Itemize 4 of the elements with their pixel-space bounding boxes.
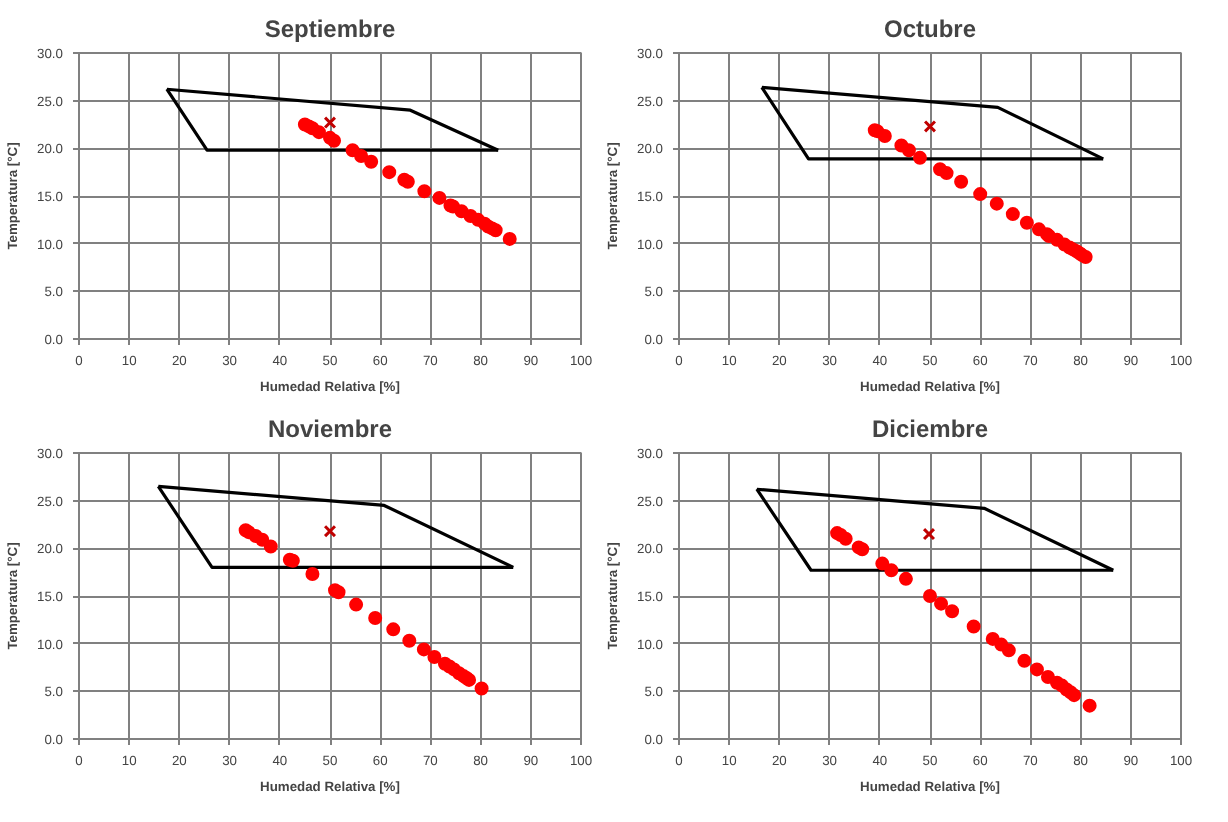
chart-title: Octubre bbox=[883, 15, 977, 43]
chart-title: Noviembre bbox=[267, 415, 393, 443]
chart-title: Diciembre bbox=[871, 415, 989, 443]
chart-title: Septiembre bbox=[264, 15, 397, 43]
